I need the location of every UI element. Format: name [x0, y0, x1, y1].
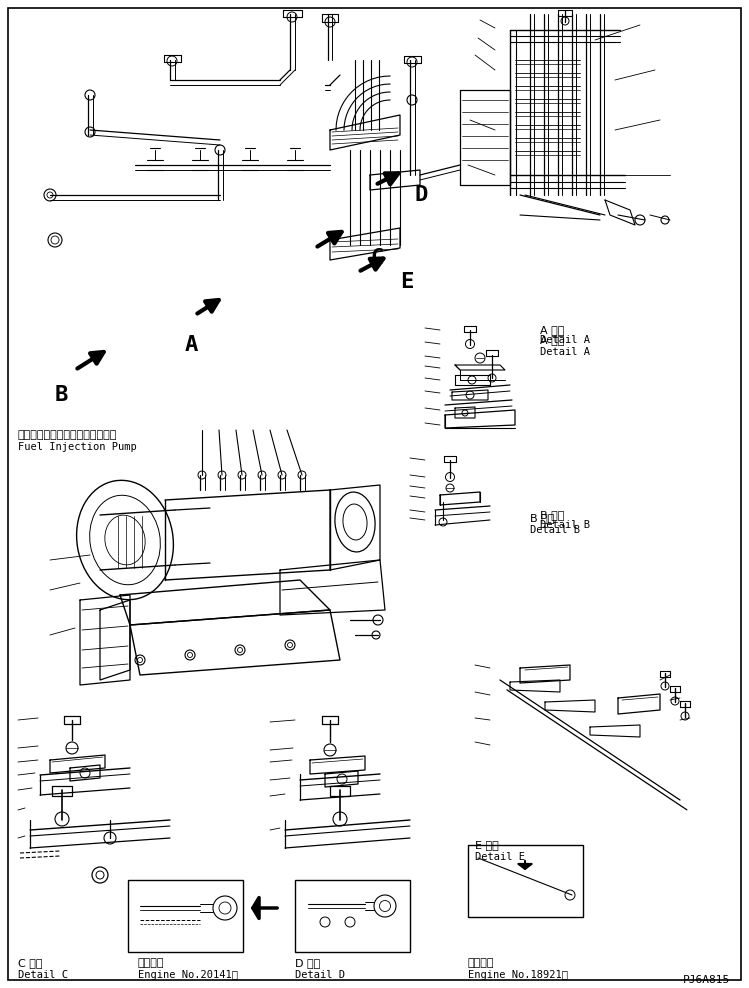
- Text: B 詳細: B 詳細: [530, 513, 554, 523]
- Text: D 詳細: D 詳細: [295, 958, 321, 968]
- Text: Detail A: Detail A: [540, 335, 590, 345]
- Bar: [295, 880, 410, 952]
- Text: Detail B: Detail B: [530, 525, 580, 535]
- Text: 適用号機: 適用号機: [468, 958, 494, 968]
- Text: Fuel Injection Pump: Fuel Injection Pump: [18, 442, 137, 452]
- Text: PJ6A815: PJ6A815: [683, 975, 730, 985]
- Text: C 詳細: C 詳細: [18, 958, 43, 968]
- Text: Detail B: Detail B: [540, 520, 590, 530]
- Text: Engine No.18921～: Engine No.18921～: [468, 970, 568, 980]
- Text: 適用号機: 適用号機: [138, 958, 165, 968]
- Circle shape: [47, 192, 53, 198]
- Bar: [468, 845, 583, 917]
- Text: A 詳細: A 詳細: [540, 335, 565, 345]
- Text: C: C: [370, 248, 383, 268]
- Text: Detail C: Detail C: [18, 970, 68, 980]
- Text: E: E: [400, 272, 413, 292]
- Text: A 詳細: A 詳細: [540, 325, 565, 335]
- Text: D: D: [415, 185, 428, 205]
- Text: Detail A: Detail A: [540, 347, 590, 357]
- Text: A: A: [185, 335, 198, 355]
- Text: E 詳細: E 詳細: [475, 840, 499, 850]
- Text: フェエルインジェクションポンプ: フェエルインジェクションポンプ: [18, 430, 118, 440]
- Text: B 詳細: B 詳細: [540, 510, 565, 520]
- Text: B: B: [55, 385, 68, 405]
- Circle shape: [213, 896, 237, 920]
- Text: Engine No.20141～: Engine No.20141～: [138, 970, 238, 980]
- Text: Detail E: Detail E: [475, 852, 525, 862]
- Circle shape: [374, 895, 396, 917]
- Bar: [128, 880, 243, 952]
- Text: Detail D: Detail D: [295, 970, 345, 980]
